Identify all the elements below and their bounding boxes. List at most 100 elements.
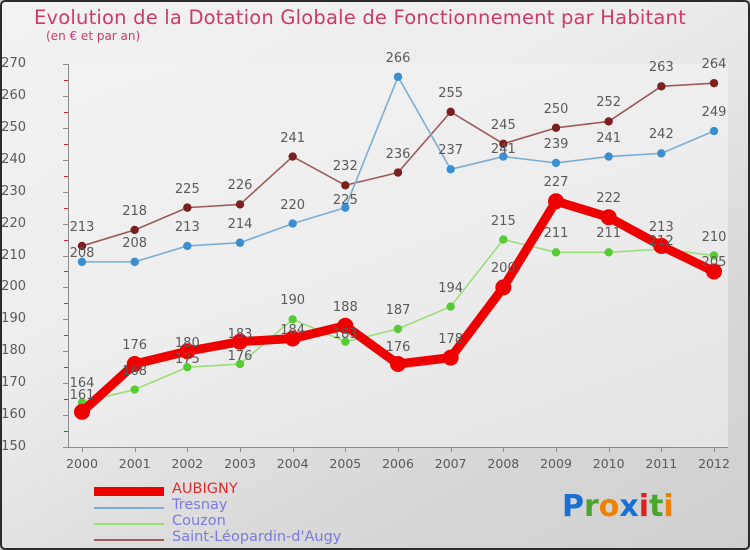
- x-axis-tick: [82, 447, 83, 452]
- data-point: [499, 139, 508, 148]
- y-axis-tick: [63, 159, 68, 161]
- data-point: [604, 152, 613, 161]
- data-point: [446, 165, 455, 174]
- legend-swatch: [94, 539, 164, 541]
- legend-swatch: [94, 487, 164, 496]
- legend-swatch: [94, 523, 164, 525]
- data-point-label: 225: [332, 192, 358, 208]
- data-point: [183, 363, 192, 372]
- y-axis-tick: [63, 351, 68, 353]
- data-point: [706, 263, 722, 280]
- data-point: [235, 200, 245, 209]
- data-point: [393, 324, 403, 334]
- data-point: [284, 330, 301, 347]
- data-point-label: 188: [332, 299, 358, 315]
- x-axis-label: 2009: [540, 456, 572, 471]
- data-point-label: 213: [69, 219, 95, 235]
- data-point-label: 241: [490, 141, 516, 157]
- data-point-label: 211: [543, 226, 569, 242]
- data-point: [499, 152, 508, 161]
- data-point-label: 187: [385, 302, 411, 318]
- y-axis-tick: [63, 319, 68, 321]
- x-axis-tick: [714, 447, 715, 452]
- data-point-label: 178: [438, 331, 464, 347]
- data-point-label: 168: [122, 363, 148, 379]
- x-axis-tick: [450, 447, 452, 452]
- y-axis-label: 150: [1, 439, 26, 454]
- data-point-label: 211: [596, 226, 622, 242]
- series-line-couzon: [81, 238, 715, 404]
- x-axis-label: 2007: [434, 456, 467, 471]
- chart-svg: [74, 72, 722, 420]
- y-axis-label: 270: [1, 56, 26, 71]
- data-point: [709, 126, 719, 136]
- y-axis-tick: [63, 287, 68, 289]
- data-point: [74, 403, 90, 420]
- data-point: [393, 168, 403, 177]
- y-axis-label: 190: [1, 311, 26, 327]
- y-axis-minor-tick: [64, 367, 68, 369]
- y-axis-minor-tick: [64, 207, 68, 209]
- y-axis-tick: [63, 127, 68, 129]
- x-axis-tick: [240, 447, 241, 452]
- y-axis-tick: [63, 383, 68, 385]
- data-point-label: 176: [385, 340, 411, 356]
- data-point-label: 236: [385, 146, 411, 162]
- y-axis-minor-tick: [64, 79, 68, 81]
- x-axis-tick: [345, 447, 347, 452]
- logo-letter: x: [619, 489, 639, 524]
- data-point-label: 164: [69, 376, 95, 392]
- plot-background: [68, 64, 728, 447]
- data-point-label: 263: [648, 60, 674, 76]
- x-axis-label: 2006: [382, 456, 414, 471]
- x-axis-label: 2005: [329, 456, 362, 471]
- data-point: [600, 209, 617, 226]
- data-point: [288, 152, 297, 161]
- data-point: [130, 225, 139, 235]
- data-point-label: 226: [227, 178, 253, 194]
- x-axis-label: 2000: [66, 456, 98, 471]
- data-point: [657, 82, 666, 91]
- x-axis-label: 2004: [276, 456, 309, 471]
- x-axis-label: 2003: [224, 456, 256, 471]
- y-axis-tick: [63, 447, 68, 448]
- data-point-label: 183: [332, 326, 358, 342]
- y-axis-minor-tick: [64, 399, 68, 401]
- y-axis-minor-tick: [64, 239, 68, 241]
- x-axis-tick: [398, 447, 399, 452]
- data-point-label: 266: [385, 50, 411, 66]
- page-title: Evolution de la Dotation Globale de Fonc…: [34, 6, 686, 29]
- y-axis: [68, 64, 69, 447]
- y-axis-label: 230: [1, 183, 26, 199]
- data-point: [341, 203, 350, 212]
- data-point-label: 176: [122, 338, 148, 354]
- data-point-label: 245: [490, 117, 516, 133]
- data-point-label: 161: [69, 387, 95, 403]
- y-axis-label: 220: [1, 215, 26, 231]
- y-axis-tick: [63, 191, 68, 193]
- x-axis-label: 2002: [171, 456, 204, 471]
- data-point-label: 212: [648, 234, 674, 250]
- y-axis-label: 160: [1, 407, 26, 423]
- plot-area: 150 160 170 180 190 200 210 220 230 240 250 260 270 2…: [2, 52, 730, 471]
- data-point-label: 239: [543, 136, 569, 152]
- x-axis-label: 2012: [698, 456, 730, 471]
- legend-label: Saint-Léopardin-d'Augy: [172, 529, 342, 545]
- legend-label: AUBIGNY: [172, 481, 238, 497]
- data-point: [288, 315, 297, 324]
- data-point-label: 214: [227, 216, 253, 232]
- data-point-label: 225: [174, 181, 200, 197]
- y-axis-tick: [63, 95, 68, 97]
- data-point-label: 227: [543, 175, 569, 191]
- data-point: [77, 257, 87, 267]
- data-point-label: 250: [543, 101, 569, 117]
- data-point-label: 190: [280, 293, 306, 309]
- x-axis-tick: [187, 447, 189, 452]
- data-point: [341, 181, 350, 190]
- logo-letter: P: [562, 489, 584, 524]
- data-point-label: 205: [701, 255, 727, 271]
- legend-label: Couzon: [172, 513, 226, 529]
- data-point: [709, 78, 719, 88]
- data-point: [179, 343, 196, 360]
